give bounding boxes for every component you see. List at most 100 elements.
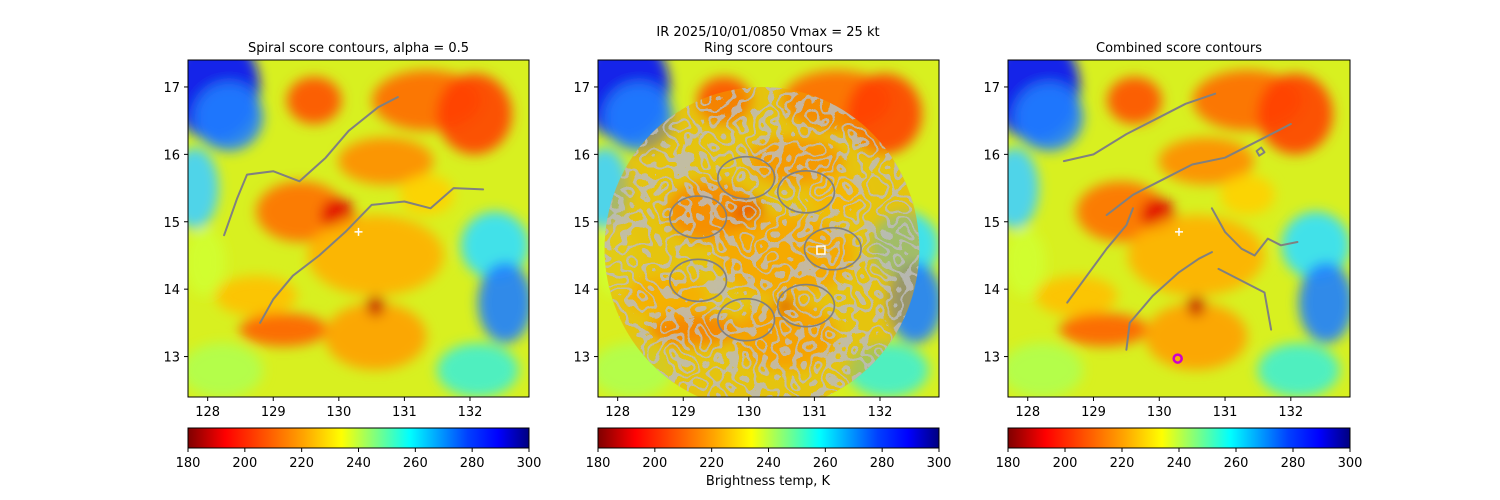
cloud-blob	[1107, 76, 1162, 125]
y-tick-label: 15	[983, 216, 1000, 231]
brightness-temp-image	[598, 60, 939, 397]
colorbar-tick-label: 300	[927, 456, 952, 471]
cloud-blob	[1008, 343, 1084, 397]
colorbar-tick-label: 220	[1110, 456, 1135, 471]
cloud-blob	[1059, 312, 1149, 347]
y-tick-label: 17	[983, 81, 1000, 96]
x-tick-label: 130	[326, 405, 351, 420]
colorbar-tick-label: 280	[1281, 456, 1306, 471]
cloud-blob	[367, 295, 385, 317]
cloud-blob	[1298, 262, 1350, 344]
colorbar-tick-label: 220	[699, 456, 724, 471]
contour-spiral-arm-upper	[223, 96, 399, 237]
y-tick-label: 13	[983, 351, 1000, 366]
contour-middle-band	[1105, 123, 1292, 216]
colorbar-tick-label: 240	[1167, 456, 1192, 471]
cloud-blob	[1035, 275, 1118, 317]
ring-contour	[776, 169, 836, 214]
x-tick-label: 131	[392, 405, 417, 420]
cloud-blob	[477, 262, 529, 344]
cloud-blob	[1257, 73, 1333, 155]
cloud-blob	[1220, 174, 1275, 216]
y-tick-label: 16	[983, 148, 1000, 163]
ring-contour	[717, 297, 776, 342]
ring-contour	[803, 226, 862, 271]
x-tick-label: 130	[1147, 405, 1172, 420]
cloud-blob	[239, 312, 328, 347]
colorbar-tick-label: 280	[460, 456, 485, 471]
x-tick-label: 131	[802, 405, 827, 420]
colorbar	[597, 427, 940, 449]
colorbar-tick-label: 280	[870, 456, 895, 471]
x-tick-label: 129	[671, 405, 696, 420]
center-plus-marker	[354, 227, 363, 236]
cloud-blob	[256, 181, 345, 242]
cloud-blob	[286, 76, 342, 125]
colorbar-tick-label: 300	[1338, 456, 1363, 471]
cloud-blob	[1281, 211, 1350, 280]
x-tick-label: 129	[261, 405, 286, 420]
x-tick-label: 129	[1081, 405, 1106, 420]
colorbar-tick-label: 240	[756, 456, 781, 471]
colorbar-tick-label: 300	[517, 456, 542, 471]
cloud-blob	[1257, 343, 1340, 397]
ring-contour	[669, 258, 728, 303]
contour-upper-band	[1062, 92, 1217, 163]
cloud-blob	[188, 228, 226, 296]
colorbar-tick-label: 200	[1053, 456, 1078, 471]
contour-left-branch	[1066, 207, 1134, 304]
panel-3: Combined score contours 128 129 130 131 132 17…	[983, 41, 1363, 471]
cloud-blob	[188, 147, 219, 229]
center-plus-marker	[1175, 227, 1183, 236]
cloud-blob	[338, 137, 434, 185]
brightness-temp-image	[188, 60, 529, 397]
panel-1: Spiral score contours, alpha = 0.5 128 129…	[163, 41, 542, 471]
x-tick-label: 132	[1278, 405, 1303, 420]
x-tick-label: 128	[605, 405, 630, 420]
brightness-temp-image	[1008, 60, 1350, 397]
colorbar	[1007, 427, 1351, 449]
panel-2: Ring score contours 128 129 130 131 132 17 16 15…	[573, 41, 952, 471]
cloud-blob	[1127, 215, 1265, 296]
x-tick-label: 132	[868, 405, 893, 420]
colorbar-tick-label: 260	[1224, 456, 1249, 471]
figure-suptitle: IR 2025/10/01/0850 Vmax = 25 kt	[656, 25, 879, 40]
colorbar-tick-label: 240	[346, 456, 371, 471]
cloud-blob	[188, 343, 264, 397]
colorbar-tick-label: 200	[642, 456, 667, 471]
y-tick-label: 15	[573, 216, 590, 231]
y-tick-label: 13	[573, 351, 590, 366]
cloud-blob	[1144, 302, 1248, 371]
x-tick-label: 132	[458, 405, 483, 420]
axes-frame	[597, 59, 940, 398]
colorbar-tick-label: 180	[586, 456, 611, 471]
cloud-blob	[399, 174, 454, 216]
x-tick-label: 131	[1213, 405, 1238, 420]
axes-frame	[187, 59, 530, 398]
colorbar-tick-label: 200	[232, 456, 257, 471]
ring-contour-field	[604, 86, 920, 397]
cloud-blob	[1008, 228, 1046, 296]
colorbar-tick-label: 220	[289, 456, 314, 471]
cloud-blob	[215, 275, 298, 317]
cloud-blob	[307, 215, 444, 296]
ring-contour	[776, 283, 836, 328]
ring-center-square-marker	[816, 245, 826, 255]
combined-center-circle-marker	[1172, 353, 1183, 364]
y-tick-label: 14	[573, 283, 590, 298]
colorbar-tick-label: 260	[813, 456, 838, 471]
y-tick-label: 17	[163, 81, 180, 96]
contour-center-branch	[1125, 251, 1213, 351]
ring-contour	[717, 155, 776, 200]
x-tick-label: 128	[195, 405, 220, 420]
ring-contour	[669, 195, 728, 239]
cloud-blob	[436, 73, 512, 155]
cloud-blob	[1008, 147, 1039, 229]
colorbar	[187, 427, 530, 449]
y-tick-label: 16	[163, 148, 180, 163]
cloud-blob	[1076, 181, 1166, 242]
cloud-blob	[194, 83, 264, 151]
contour-small-loop	[1255, 146, 1266, 157]
axes-frame	[1007, 59, 1351, 398]
y-tick-label: 17	[573, 81, 590, 96]
